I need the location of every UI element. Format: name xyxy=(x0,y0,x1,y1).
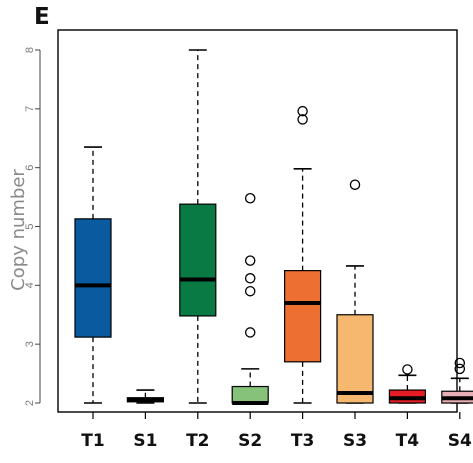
box-s3 xyxy=(336,179,374,404)
outlier-point xyxy=(402,364,413,375)
outlier-point xyxy=(297,114,308,125)
panel-letter: E xyxy=(34,4,50,30)
x-tick-label-t1: T1 xyxy=(81,431,104,451)
box-t4 xyxy=(388,364,426,404)
outlier-point xyxy=(297,105,308,117)
y-tick-label: 4 xyxy=(24,282,36,288)
x-tick-label-s3: S3 xyxy=(343,431,367,451)
y-tick-label: 6 xyxy=(24,165,36,171)
outlier-point xyxy=(454,363,466,375)
outlier-point xyxy=(244,273,256,284)
outlier-point xyxy=(244,285,256,297)
outlier-point xyxy=(244,327,256,338)
outlier-point xyxy=(454,357,466,369)
box-s1 xyxy=(126,389,165,404)
box-t3 xyxy=(284,105,322,404)
x-tick-label-t2: T2 xyxy=(186,431,209,451)
plot-frame xyxy=(57,29,458,413)
box-body xyxy=(284,270,322,363)
box-s4 xyxy=(441,357,473,404)
outlier-point xyxy=(244,193,256,204)
y-axis-label: Copy number xyxy=(8,169,29,291)
x-tick-label-s4: S4 xyxy=(448,431,472,451)
box-body xyxy=(179,203,217,317)
x-tick-label-t4: T4 xyxy=(396,431,420,451)
y-tick-label: 8 xyxy=(24,47,36,53)
box-t2 xyxy=(179,49,217,404)
x-tick-label-s2: S2 xyxy=(238,431,262,451)
box-body xyxy=(336,314,374,404)
outlier-point xyxy=(349,179,361,190)
box-t1 xyxy=(74,146,112,404)
x-tick-label-s1: S1 xyxy=(133,431,157,451)
y-tick-label: 2 xyxy=(24,400,36,406)
box-body xyxy=(74,218,112,338)
outlier-point xyxy=(244,255,256,266)
y-tick-label: 7 xyxy=(24,106,36,112)
box-body xyxy=(231,385,269,404)
x-tick-label-t3: T3 xyxy=(291,431,314,451)
y-tick-label: 3 xyxy=(24,341,36,347)
y-tick-label: 5 xyxy=(24,223,36,229)
box-s2 xyxy=(231,193,269,405)
